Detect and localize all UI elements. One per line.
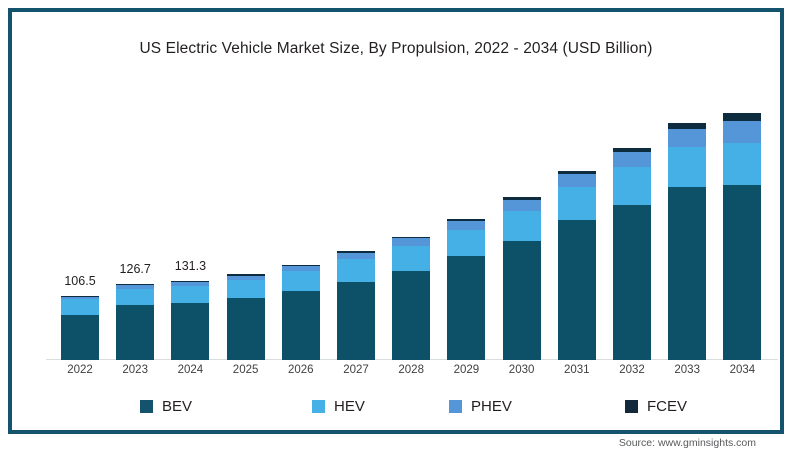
plot-area: 106.5 126.7 131.3	[46, 92, 778, 360]
bar-segment-fcev	[502, 197, 541, 201]
data-label-2024: 131.3	[174, 258, 207, 273]
bar-segment-bev	[116, 304, 155, 360]
bar-segment-fcev	[61, 295, 99, 298]
legend-swatch-fcev-icon	[625, 399, 638, 413]
bar-segment-hev	[502, 210, 541, 241]
bar-segment-phev	[447, 221, 486, 230]
legend-label-fcev: FCEV	[647, 397, 688, 415]
bar-segment-phev	[392, 238, 431, 246]
x-axis-label-2033: 2033	[674, 364, 700, 376]
bar-segment-fcev	[613, 147, 651, 153]
bar-segment-phev	[226, 275, 265, 281]
bar-segment-fcev	[171, 280, 210, 283]
bar-segment-bev	[337, 281, 375, 360]
x-axis-label-2025: 2025	[232, 364, 259, 376]
x-axis-label-2022: 2022	[67, 364, 93, 376]
x-axis-label-2026: 2026	[288, 364, 314, 376]
bar-segment-bev	[171, 302, 210, 360]
bar-2029[interactable]	[447, 219, 486, 360]
bar-2031[interactable]	[557, 170, 596, 360]
bar-segment-bev	[668, 186, 707, 360]
bar-segment-hev	[116, 288, 155, 305]
chart-card: US Electric Vehicle Market Size, By Prop…	[8, 8, 784, 449]
bar-segment-fcev	[668, 123, 707, 129]
legend-item-phev[interactable]: PHEV	[449, 395, 512, 417]
data-label-2022: 106.5	[64, 273, 96, 288]
bar-segment-bev	[723, 185, 762, 360]
bar-segment-phev	[668, 128, 707, 147]
x-axis-label-2030: 2030	[508, 364, 535, 376]
bar-segment-phev	[723, 120, 762, 143]
bar-segment-fcev	[447, 219, 486, 222]
bar-segment-hev	[281, 271, 320, 291]
bar-segment-bev	[447, 256, 486, 360]
source-attribution: Source: www.gminsights.com	[618, 437, 756, 449]
bar-segment-hev	[447, 229, 486, 257]
x-axis-label-2031: 2031	[564, 364, 590, 376]
bar-segment-fcev	[557, 170, 596, 175]
bar-segment-bev	[613, 204, 651, 360]
bar-2025[interactable]	[226, 274, 265, 360]
bar-segment-hev	[171, 285, 210, 303]
bar-segment-bev	[392, 270, 431, 360]
legend-swatch-phev-icon	[449, 399, 462, 413]
legend-label-phev: PHEV	[471, 397, 512, 415]
bar-2028[interactable]	[392, 236, 431, 360]
x-axis-label-2024: 2024	[177, 364, 204, 376]
bar-segment-hev	[226, 280, 265, 298]
x-axis-label-2028: 2028	[398, 364, 424, 376]
bar-segment-phev	[171, 282, 210, 286]
bar-segment-bev	[61, 314, 99, 360]
bar-2032[interactable]	[613, 147, 651, 360]
bar-2027[interactable]	[337, 250, 375, 360]
x-axis-label-2023: 2023	[122, 364, 148, 376]
bar-segment-hev	[61, 298, 99, 315]
bar-segment-hev	[337, 258, 375, 282]
bar-segment-fcev	[392, 236, 431, 239]
bar-segment-phev	[61, 297, 99, 299]
bar-segment-hev	[668, 146, 707, 187]
legend-label-hev: HEV	[334, 397, 365, 415]
legend-swatch-hev-icon	[312, 399, 325, 413]
bar-segment-hev	[723, 142, 762, 186]
bar-segment-phev	[502, 200, 541, 211]
bar-segment-phev	[281, 266, 320, 272]
bar-segment-bev	[557, 220, 596, 360]
x-axis-label-2029: 2029	[453, 364, 480, 376]
chart-legend: BEV HEV PHEV FCEV	[12, 395, 780, 417]
legend-item-bev[interactable]: BEV	[140, 395, 192, 417]
bar-segment-phev	[116, 285, 155, 289]
bar-segment-hev	[557, 186, 596, 221]
bar-segment-fcev	[116, 283, 155, 286]
bar-segment-bev	[281, 290, 320, 360]
bar-segment-phev	[337, 252, 375, 259]
bar-segment-phev	[613, 152, 651, 168]
legend-item-hev[interactable]: HEV	[312, 395, 365, 417]
x-axis-label-2032: 2032	[619, 364, 645, 376]
bar-2024[interactable]	[171, 280, 210, 360]
bar-segment-hev	[613, 167, 651, 205]
bar-2026[interactable]	[281, 264, 320, 360]
bar-2023[interactable]	[116, 283, 155, 360]
bar-2030[interactable]	[502, 197, 541, 360]
chart-title: US Electric Vehicle Market Size, By Prop…	[139, 40, 653, 57]
bar-segment-fcev	[723, 113, 762, 121]
bar-segment-bev	[226, 297, 265, 360]
bar-segment-fcev	[337, 250, 375, 253]
bar-2033[interactable]	[668, 123, 707, 360]
data-label-2023: 126.7	[119, 261, 151, 276]
legend-item-fcev[interactable]: FCEV	[625, 395, 687, 417]
bar-2034[interactable]	[723, 113, 762, 360]
legend-label-bev: BEV	[162, 397, 193, 415]
bar-segment-fcev	[226, 274, 265, 276]
x-axis-label-2034: 2034	[729, 364, 756, 376]
legend-swatch-bev-icon	[140, 399, 153, 413]
bar-segment-fcev	[281, 264, 320, 267]
x-axis-label-2027: 2027	[343, 364, 369, 376]
bar-segment-bev	[502, 240, 541, 360]
bar-segment-phev	[557, 174, 596, 187]
bar-segment-hev	[392, 245, 431, 271]
bar-2022[interactable]	[61, 295, 99, 360]
